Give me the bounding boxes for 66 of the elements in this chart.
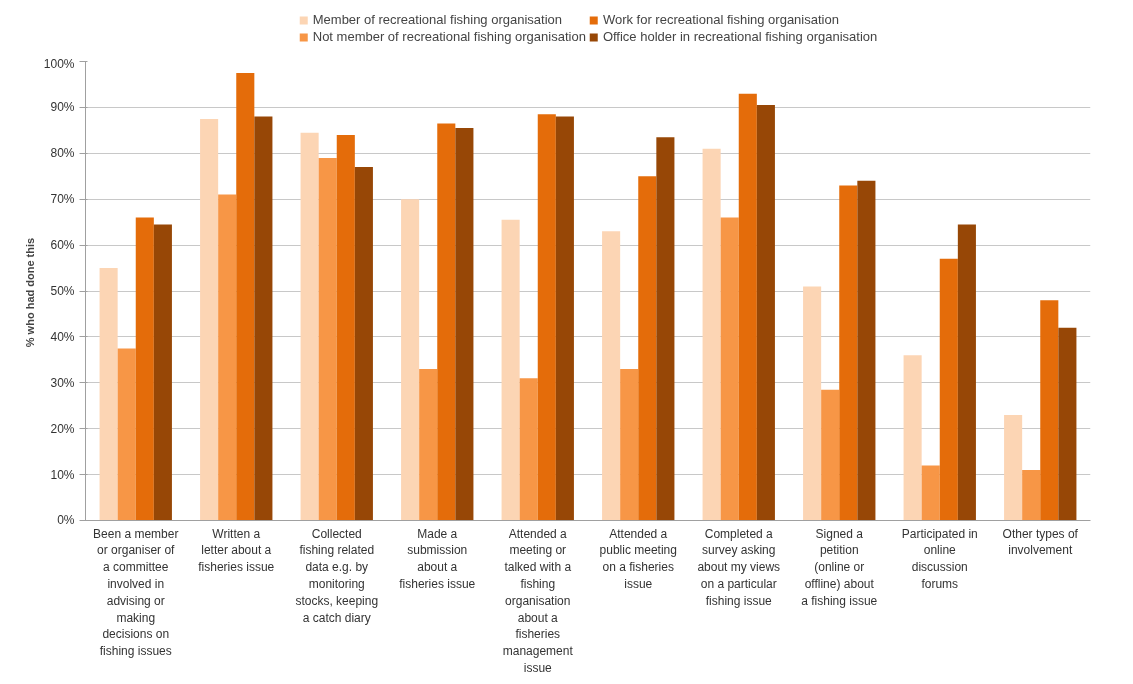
x-tick-label: Attended a public meeting on a fisheries issue	[599, 526, 677, 591]
bar	[455, 128, 474, 521]
bar	[300, 132, 319, 521]
y-axis-title: % who had done this	[23, 237, 36, 348]
bar	[200, 118, 219, 521]
bar	[99, 268, 118, 521]
x-tick-label: Made a submission about a fisheries issue	[399, 526, 476, 591]
y-tick-label: 20%	[50, 421, 75, 436]
bar	[519, 378, 538, 521]
x-tick-label: Participated in online discussion forums	[901, 526, 978, 591]
bar	[153, 224, 172, 521]
legend-label: Member of recreational fishing organisation	[312, 12, 563, 27]
bar	[939, 258, 958, 521]
bar	[218, 194, 237, 521]
bar	[638, 176, 657, 521]
bar	[354, 167, 373, 521]
y-tick-label: 30%	[50, 375, 75, 390]
x-tick-label: Been a member or organiser of a committee involved in advising or making decisions on fishing issues	[93, 526, 179, 659]
bar	[738, 93, 757, 521]
bar	[720, 217, 739, 521]
bar	[537, 114, 556, 521]
bar	[555, 116, 574, 521]
bar	[803, 286, 822, 521]
bar	[501, 219, 520, 521]
x-tick-label: Collected fishing related data e.g. by monitoring stocks, keeping a catch diary	[295, 526, 379, 625]
bar	[1022, 470, 1041, 521]
x-tick-label: Other types of involvement	[1002, 526, 1079, 558]
y-tick-label: 40%	[50, 329, 75, 344]
bar	[1040, 300, 1059, 521]
legend-label: Office holder in recreational fishing organisation	[602, 29, 878, 44]
bar	[656, 137, 675, 521]
bar	[821, 389, 840, 521]
legend-label: Not member of recreational fishing organisation	[312, 29, 586, 44]
bar	[857, 180, 876, 521]
y-tick-label: 90%	[50, 100, 75, 115]
x-tick-label: Written a letter about a fisheries issue	[198, 526, 275, 575]
bar	[702, 148, 721, 521]
y-tick-label: 70%	[50, 192, 75, 207]
bar	[254, 116, 273, 521]
bar	[839, 185, 858, 521]
y-tick-label: 0%	[57, 512, 75, 527]
legend-label: Work for recreational fishing organisation	[602, 12, 839, 27]
bar	[318, 157, 337, 521]
y-tick-label: 80%	[50, 146, 75, 161]
bar	[1058, 327, 1077, 521]
bar	[336, 134, 355, 521]
y-tick-label: 60%	[50, 238, 75, 253]
bar	[117, 348, 136, 521]
bar	[957, 224, 976, 521]
bar	[236, 72, 255, 521]
y-tick-label: 10%	[50, 467, 75, 482]
bar	[419, 369, 438, 521]
x-tick-label: Completed a survey asking about my views on a particular fishing issue	[697, 526, 781, 608]
bar	[602, 231, 621, 521]
bar	[921, 465, 940, 521]
y-tick-label: 50%	[50, 284, 75, 298]
category-label: Attended a meeting or talked with a fishing organisation about a fisheries management issue	[502, 526, 573, 675]
bar	[1004, 414, 1023, 521]
bar	[620, 369, 639, 521]
bar	[135, 217, 154, 521]
y-tick-label: 100%	[43, 56, 75, 71]
bar	[903, 355, 922, 521]
x-tick-label: Signed a petition (online or offline) about a fishing issue	[801, 526, 878, 608]
bar	[756, 105, 775, 521]
bar	[401, 199, 420, 521]
bar	[437, 123, 456, 521]
